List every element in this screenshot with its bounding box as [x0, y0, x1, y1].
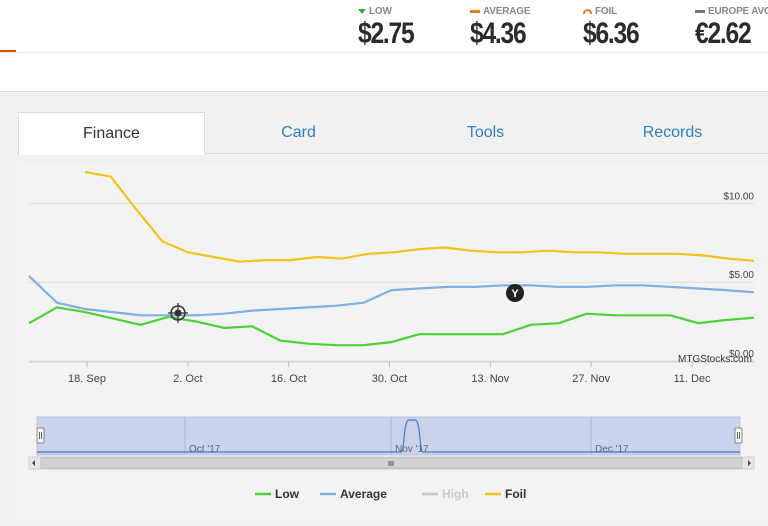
- range-navigator[interactable]: Oct '17 Nov '17 Dec '17: [36, 416, 743, 456]
- navigator-right-handle[interactable]: [734, 427, 743, 444]
- legend-label: High: [442, 487, 469, 501]
- legend-item-high[interactable]: High: [422, 487, 469, 501]
- tab-records[interactable]: Records: [642, 124, 703, 141]
- y-tick-label: $5.00: [729, 270, 754, 281]
- navigator-left-handle[interactable]: [36, 427, 45, 444]
- chart-legend: Low Average High Foil: [255, 487, 526, 501]
- scroll-left-arrow-icon[interactable]: [32, 460, 35, 466]
- navigator-label: Dec '17: [595, 444, 629, 455]
- legend-item-foil[interactable]: Foil: [485, 487, 526, 501]
- chart-watermark: MTGStocks.com: [678, 354, 752, 365]
- legend-item-average[interactable]: Average: [320, 487, 387, 501]
- scroll-right-arrow-icon[interactable]: [748, 460, 751, 466]
- legend-item-low[interactable]: Low: [255, 487, 300, 501]
- price-label: FOIL: [595, 6, 617, 17]
- x-tick-label: 27. Nov: [572, 373, 610, 385]
- legend-label: Foil: [505, 487, 526, 501]
- tab-tools[interactable]: Tools: [466, 124, 505, 141]
- navigator-series-line: [37, 419, 740, 453]
- event-marker-icon[interactable]: Y: [506, 284, 524, 302]
- header-divider: [0, 52, 768, 53]
- price-header: LOW $2.75 AVERAGE $4.36 FOIL $6.36 EUROP…: [0, 0, 768, 92]
- legend-label: Low: [275, 487, 300, 501]
- price-label: EUROPE AVG: [708, 6, 768, 17]
- y-tick-label: $0.00: [729, 349, 754, 360]
- navigator-label: Nov '17: [395, 444, 429, 455]
- chart-scrollbar[interactable]: [28, 456, 755, 470]
- price-value: $4.36: [470, 17, 527, 50]
- series-line-average: [28, 275, 755, 317]
- x-tick-label: 2. Oct: [173, 373, 202, 385]
- svg-text:Y: Y: [511, 288, 519, 300]
- header-accent: [0, 50, 16, 52]
- series-line-low: [28, 306, 755, 347]
- price-value: $2.75: [358, 17, 415, 50]
- x-tick-label: 11. Dec: [673, 373, 711, 385]
- x-tick-label: 30. Oct: [372, 373, 407, 385]
- x-tick-label: 16. Oct: [271, 373, 306, 385]
- x-tick-label: 18. Sep: [68, 373, 106, 385]
- tab-bar: Finance Card Tools Records: [17, 112, 768, 155]
- x-tick-label: 13. Nov: [471, 373, 509, 385]
- price-label: LOW: [369, 6, 392, 17]
- price-europe-avg: EUROPE AVG €2.62: [695, 6, 768, 51]
- legend-label: Average: [340, 487, 387, 501]
- down-triangle-icon: [358, 9, 366, 14]
- price-chart-svg: $10.00 $5.00 $0.00 18. Sep 2. Oct 16. Oct 30.…: [17, 164, 768, 521]
- price-label: AVERAGE: [483, 6, 531, 17]
- card-panel: Finance Card Tools Records $10.00 $5.00 $0…: [17, 112, 768, 521]
- price-value: $6.36: [583, 17, 640, 50]
- crosshair-marker-icon[interactable]: [168, 303, 188, 323]
- gray-bar-icon: [695, 10, 705, 13]
- series-line-foil: [84, 170, 755, 263]
- tab-card[interactable]: Card: [281, 124, 316, 141]
- price-chart: $10.00 $5.00 $0.00 18. Sep 2. Oct 16. Oct 30.…: [17, 164, 768, 521]
- orange-arc-icon: [583, 9, 592, 14]
- navigator-range[interactable]: [36, 416, 741, 456]
- y-tick-label: $10.00: [723, 191, 754, 202]
- price-low: LOW $2.75: [358, 6, 426, 51]
- price-average: AVERAGE $4.36: [470, 6, 538, 51]
- price-value: €2.62: [695, 17, 752, 50]
- navigator-label: Oct '17: [189, 444, 221, 455]
- tab-finance[interactable]: Finance: [18, 112, 205, 155]
- price-foil: FOIL $6.36: [583, 6, 651, 51]
- orange-bar-icon: [470, 10, 480, 13]
